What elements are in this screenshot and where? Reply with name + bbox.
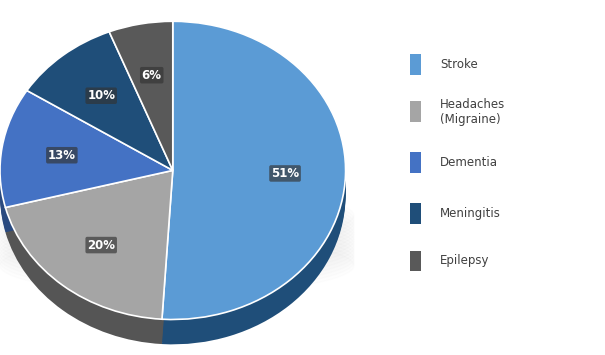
Wedge shape	[27, 38, 173, 176]
Wedge shape	[27, 44, 173, 183]
Wedge shape	[5, 181, 173, 329]
Wedge shape	[5, 189, 173, 338]
Text: Stroke: Stroke	[440, 58, 477, 71]
Wedge shape	[162, 44, 345, 342]
Wedge shape	[5, 173, 173, 321]
Wedge shape	[109, 38, 173, 187]
FancyBboxPatch shape	[410, 152, 421, 173]
Wedge shape	[109, 44, 173, 193]
Wedge shape	[5, 195, 173, 344]
Wedge shape	[109, 23, 173, 173]
Wedge shape	[162, 42, 345, 340]
Wedge shape	[0, 93, 173, 209]
Wedge shape	[27, 36, 173, 175]
Wedge shape	[0, 105, 173, 222]
Wedge shape	[162, 46, 345, 344]
Text: 51%: 51%	[271, 167, 299, 180]
Wedge shape	[162, 36, 345, 334]
Text: Epilepsy: Epilepsy	[440, 255, 489, 268]
Wedge shape	[109, 21, 173, 170]
Text: 10%: 10%	[87, 89, 115, 102]
Wedge shape	[5, 176, 173, 326]
Wedge shape	[0, 97, 173, 214]
Wedge shape	[5, 191, 173, 340]
Wedge shape	[109, 34, 173, 183]
Wedge shape	[0, 101, 173, 218]
Wedge shape	[27, 40, 173, 179]
Wedge shape	[27, 55, 173, 193]
Wedge shape	[5, 183, 173, 332]
Wedge shape	[162, 34, 345, 332]
Wedge shape	[162, 29, 345, 328]
Wedge shape	[162, 40, 345, 338]
Wedge shape	[27, 48, 173, 187]
Wedge shape	[27, 34, 173, 173]
Wedge shape	[109, 26, 173, 175]
Wedge shape	[5, 187, 173, 336]
Wedge shape	[27, 32, 173, 170]
FancyBboxPatch shape	[410, 251, 421, 272]
Text: 6%: 6%	[142, 69, 162, 82]
Wedge shape	[0, 103, 173, 220]
Wedge shape	[109, 27, 173, 176]
Text: Headaches
(Migraine): Headaches (Migraine)	[440, 98, 505, 126]
Wedge shape	[27, 56, 173, 195]
Wedge shape	[27, 53, 173, 191]
Wedge shape	[5, 179, 173, 328]
Wedge shape	[0, 111, 173, 228]
Wedge shape	[109, 32, 173, 181]
Wedge shape	[109, 40, 173, 189]
FancyBboxPatch shape	[410, 102, 421, 122]
Wedge shape	[5, 185, 173, 334]
Wedge shape	[109, 42, 173, 191]
Wedge shape	[0, 91, 173, 207]
Wedge shape	[5, 175, 173, 323]
Wedge shape	[5, 193, 173, 342]
Wedge shape	[0, 115, 173, 232]
Wedge shape	[162, 38, 345, 336]
Wedge shape	[27, 46, 173, 185]
Wedge shape	[27, 50, 173, 189]
Text: Meningitis: Meningitis	[440, 207, 501, 220]
Wedge shape	[0, 109, 173, 226]
FancyBboxPatch shape	[410, 203, 421, 224]
Wedge shape	[162, 27, 345, 326]
Wedge shape	[0, 113, 173, 230]
Wedge shape	[5, 170, 173, 319]
Text: 13%: 13%	[48, 149, 76, 162]
Wedge shape	[0, 95, 173, 212]
Wedge shape	[0, 99, 173, 216]
Wedge shape	[109, 36, 173, 185]
FancyBboxPatch shape	[410, 54, 421, 75]
Wedge shape	[109, 46, 173, 195]
Text: 20%: 20%	[87, 239, 115, 252]
Wedge shape	[162, 21, 345, 320]
Wedge shape	[162, 23, 345, 322]
Wedge shape	[0, 107, 173, 224]
Text: Dementia: Dementia	[440, 156, 498, 169]
Wedge shape	[162, 26, 345, 324]
Wedge shape	[162, 32, 345, 330]
Wedge shape	[27, 42, 173, 181]
Wedge shape	[109, 29, 173, 179]
